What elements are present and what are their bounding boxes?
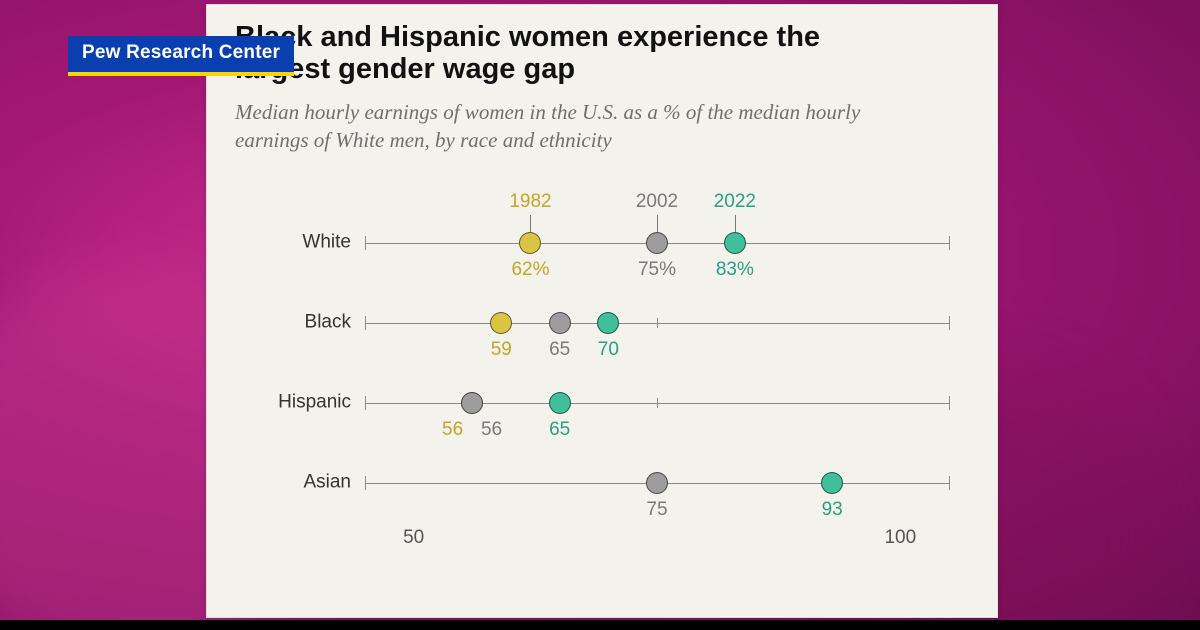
chart-title: Black and Hispanic women experience the … bbox=[235, 21, 875, 86]
value-label: 75 bbox=[646, 499, 667, 521]
value-label: 62% bbox=[511, 259, 549, 281]
value-label: 56 bbox=[481, 419, 502, 441]
data-point bbox=[646, 232, 668, 254]
year-label: 2002 bbox=[636, 191, 678, 213]
wage-gap-chart: White 62% 75% 83% Black 59 65 70 Hispanic 56 56 65 A… bbox=[235, 163, 969, 563]
chart-plot-area: White62%75%83%Black596570Hispanic565665A… bbox=[365, 163, 949, 563]
year-label: 2022 bbox=[714, 191, 756, 213]
infographic-card: Black and Hispanic women experience the … bbox=[206, 4, 998, 618]
row-label: Asian bbox=[303, 471, 365, 493]
data-point bbox=[461, 392, 483, 414]
data-point bbox=[490, 312, 512, 334]
data-point bbox=[597, 312, 619, 334]
data-point bbox=[549, 312, 571, 334]
value-label: 75% bbox=[638, 259, 676, 281]
x-axis-tick-label: 50 bbox=[403, 527, 424, 549]
row-label: Hispanic bbox=[278, 391, 365, 413]
data-point bbox=[821, 472, 843, 494]
row-label: White bbox=[302, 231, 365, 253]
row-label: Black bbox=[305, 311, 365, 333]
source-attribution-tag: Pew Research Center bbox=[68, 36, 294, 76]
value-label: 59 bbox=[491, 339, 512, 361]
broadcast-background: Pew Research Center Black and Hispanic w… bbox=[0, 0, 1200, 630]
x-axis-tick-label: 100 bbox=[884, 527, 916, 549]
broadcast-lower-bar bbox=[0, 620, 1200, 630]
data-point bbox=[724, 232, 746, 254]
data-point bbox=[646, 472, 668, 494]
value-label: 70 bbox=[598, 339, 619, 361]
value-label: 83% bbox=[716, 259, 754, 281]
value-label: 56 bbox=[442, 419, 463, 441]
value-label: 65 bbox=[549, 339, 570, 361]
chart-subtitle: Median hourly earnings of women in the U… bbox=[235, 98, 895, 155]
data-point bbox=[519, 232, 541, 254]
data-point bbox=[549, 392, 571, 414]
year-label: 1982 bbox=[509, 191, 551, 213]
value-label: 93 bbox=[822, 499, 843, 521]
value-label: 65 bbox=[549, 419, 570, 441]
